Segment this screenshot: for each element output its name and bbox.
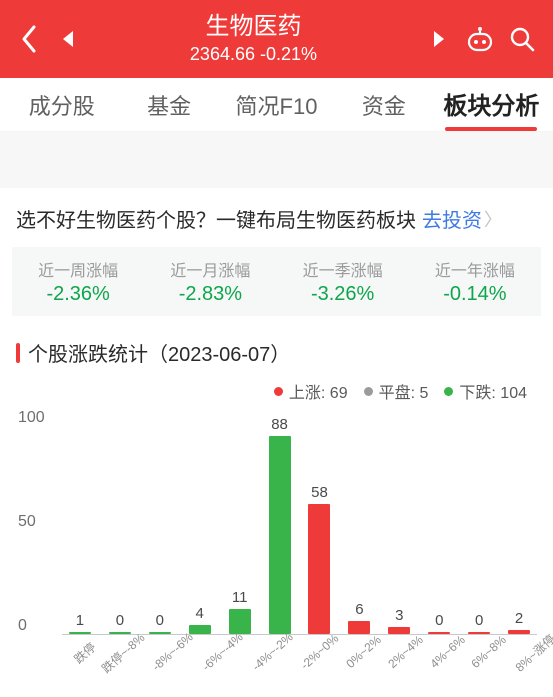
bar-rect bbox=[388, 627, 410, 634]
assistant-button[interactable] bbox=[459, 26, 501, 52]
promo-text: 选不好生物医药个股？一键布局生物医药板块 bbox=[16, 204, 416, 233]
bar-value-label: 0 bbox=[156, 612, 164, 629]
x-axis-labels: 跌停跌停~-8%-8%~-6%-6%~-4%-4%~-2%-2%~0%0%~2%… bbox=[62, 635, 537, 683]
bar-rect bbox=[428, 632, 450, 634]
bar-0: 1 bbox=[62, 409, 98, 634]
search-icon bbox=[509, 26, 535, 52]
sector-price-line: 2364.66 -0.21% bbox=[190, 44, 317, 66]
prev-sector-button[interactable] bbox=[48, 30, 88, 48]
bar-rect bbox=[149, 632, 171, 634]
bar-value-label: 4 bbox=[196, 605, 204, 622]
y-tick-label: 0 bbox=[18, 617, 56, 635]
legend-item-1: 平盘: 5 bbox=[364, 379, 429, 403]
perf-cell-1: 近一月涨幅-2.83% bbox=[144, 247, 276, 316]
bar-3: 4 bbox=[182, 409, 218, 634]
bar-10: 0 bbox=[461, 409, 497, 634]
bar-4: 11 bbox=[222, 409, 258, 634]
chevron-right-icon: 〉 bbox=[484, 206, 502, 232]
bar-rect bbox=[308, 504, 330, 635]
perf-value: -3.26% bbox=[277, 283, 409, 306]
bar-2: 0 bbox=[142, 409, 178, 634]
bar-value-label: 88 bbox=[271, 416, 288, 433]
bar-value-label: 11 bbox=[232, 589, 248, 606]
legend-label: 平盘: 5 bbox=[379, 379, 429, 403]
promo-row: 选不好生物医药个股？一键布局生物医药板块 去投资 〉 bbox=[0, 188, 553, 247]
triangle-left-icon bbox=[61, 30, 75, 48]
chart-plot-area: 1 0 0 4 11 88 58 6 3 0 0 2 bbox=[62, 409, 537, 635]
sector-title: 生物医药 bbox=[206, 13, 302, 42]
perf-label: 近一季涨幅 bbox=[277, 257, 409, 281]
legend-item-2: 下跌: 104 bbox=[444, 379, 527, 403]
bar-1: 0 bbox=[102, 409, 138, 634]
tab-bar: 成分股基金简况F10资金板块分析 bbox=[0, 78, 553, 132]
chart-bars: 1 0 0 4 11 88 58 6 3 0 0 2 bbox=[62, 409, 537, 634]
perf-cell-2: 近一季涨幅-3.26% bbox=[277, 247, 409, 316]
legend-label: 下跌: 104 bbox=[459, 379, 527, 403]
triangle-right-icon bbox=[432, 30, 446, 48]
y-tick-label: 100 bbox=[18, 409, 56, 427]
perf-value: -2.83% bbox=[144, 283, 276, 306]
bar-value-label: 0 bbox=[475, 612, 483, 629]
perf-label: 近一年涨幅 bbox=[409, 257, 541, 281]
legend-dot-icon bbox=[444, 387, 453, 396]
perf-cell-0: 近一周涨幅-2.36% bbox=[12, 247, 144, 316]
legend-item-0: 上涨: 69 bbox=[274, 379, 348, 403]
performance-grid: 近一周涨幅-2.36%近一月涨幅-2.83%近一季涨幅-3.26%近一年涨幅-0… bbox=[12, 247, 541, 316]
perf-label: 近一月涨幅 bbox=[144, 257, 276, 281]
search-button[interactable] bbox=[501, 26, 543, 52]
section-header: 个股涨跌统计（2023-06-07） bbox=[0, 316, 553, 373]
next-sector-button[interactable] bbox=[419, 30, 459, 48]
invest-link[interactable]: 去投资 〉 bbox=[422, 204, 502, 233]
perf-value: -0.14% bbox=[409, 283, 541, 306]
tab-4[interactable]: 板块分析 bbox=[438, 86, 545, 131]
invest-link-label: 去投资 bbox=[422, 204, 482, 233]
back-icon bbox=[20, 24, 38, 54]
bar-9: 0 bbox=[421, 409, 457, 634]
tab-3[interactable]: 资金 bbox=[330, 89, 437, 131]
tab-1[interactable]: 基金 bbox=[115, 89, 222, 131]
section-title: 个股涨跌统计（2023-06-07） bbox=[28, 338, 290, 367]
perf-label: 近一周涨幅 bbox=[12, 257, 144, 281]
back-button[interactable] bbox=[10, 24, 48, 54]
top-bar: 生物医药 2364.66 -0.21% bbox=[0, 0, 553, 78]
bar-6: 58 bbox=[302, 409, 338, 634]
tab-0[interactable]: 成分股 bbox=[8, 89, 115, 131]
bar-value-label: 58 bbox=[311, 484, 328, 501]
section-accent-bar bbox=[16, 343, 20, 363]
spacer bbox=[0, 132, 553, 188]
legend-dot-icon bbox=[364, 387, 373, 396]
bar-11: 2 bbox=[501, 409, 537, 634]
bar-value-label: 3 bbox=[395, 607, 403, 624]
bar-value-label: 0 bbox=[435, 612, 443, 629]
legend-label: 上涨: 69 bbox=[289, 379, 348, 403]
sector-change: -0.21% bbox=[260, 44, 317, 64]
perf-value: -2.36% bbox=[12, 283, 144, 306]
distribution-chart: 100500 100411885863002 跌停跌停~-8%-8%~-6%-6… bbox=[18, 403, 541, 683]
y-tick-label: 50 bbox=[18, 513, 56, 531]
bar-value-label: 6 bbox=[355, 601, 363, 618]
bar-rect bbox=[269, 436, 291, 634]
bar-8: 3 bbox=[381, 409, 417, 634]
y-axis-labels: 100 50 0 bbox=[18, 403, 56, 635]
bar-rect bbox=[69, 632, 91, 634]
bar-5: 88 bbox=[262, 409, 298, 634]
bar-7: 6 bbox=[341, 409, 377, 634]
tab-2[interactable]: 简况F10 bbox=[223, 89, 330, 131]
bar-rect bbox=[189, 625, 211, 634]
sector-price: 2364.66 bbox=[190, 44, 255, 64]
bar-value-label: 1 bbox=[76, 612, 84, 629]
chart-legend: 上涨: 69 平盘: 5 下跌: 104 bbox=[0, 373, 553, 403]
bar-rect bbox=[508, 630, 530, 635]
bar-rect bbox=[468, 632, 490, 634]
perf-cell-3: 近一年涨幅-0.14% bbox=[409, 247, 541, 316]
bar-value-label: 0 bbox=[116, 612, 124, 629]
x-tick-label: 8%~涨停 bbox=[509, 627, 553, 695]
bar-value-label: 2 bbox=[515, 610, 523, 627]
title-area: 生物医药 2364.66 -0.21% bbox=[88, 13, 419, 65]
legend-dot-icon bbox=[274, 387, 283, 396]
robot-icon bbox=[465, 26, 495, 52]
